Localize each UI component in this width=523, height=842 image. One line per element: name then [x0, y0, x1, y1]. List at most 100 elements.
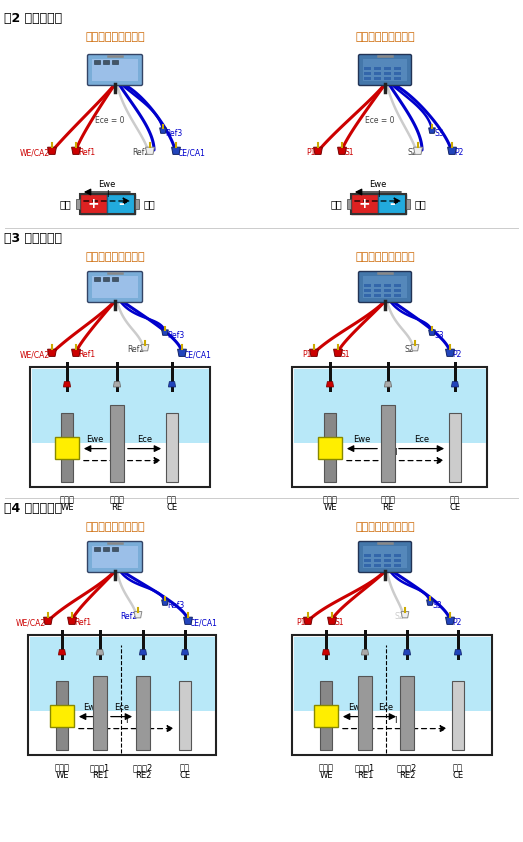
Bar [318, 437, 342, 460]
FancyBboxPatch shape [87, 541, 142, 573]
Bar [314, 706, 338, 727]
Bar [374, 72, 381, 75]
Bar [364, 72, 371, 75]
Text: RE2: RE2 [399, 771, 415, 780]
Bar [293, 369, 485, 443]
Polygon shape [43, 617, 52, 625]
Text: Ece: Ece [379, 702, 394, 711]
Text: 作用極: 作用極 [60, 495, 74, 504]
Text: Ewe: Ewe [354, 434, 371, 444]
Bar [65, 362, 69, 392]
Text: Ewe: Ewe [98, 180, 116, 189]
Text: 参照極2: 参照極2 [133, 763, 153, 772]
Text: RE1: RE1 [92, 771, 108, 780]
Text: S3: S3 [432, 601, 441, 610]
Polygon shape [327, 617, 336, 625]
Text: スタンダードモデル: スタンダードモデル [85, 32, 145, 42]
Text: Ewe: Ewe [86, 434, 104, 444]
Text: WE: WE [55, 771, 69, 780]
Bar [394, 294, 401, 297]
Bar [79, 194, 134, 214]
Text: Ref1: Ref1 [74, 618, 91, 627]
Text: S1: S1 [344, 148, 354, 157]
Text: Ref1: Ref1 [78, 350, 95, 359]
Text: P2: P2 [452, 618, 461, 627]
Text: 作用極: 作用極 [323, 495, 337, 504]
Bar [166, 413, 178, 482]
Bar [103, 60, 109, 64]
Polygon shape [178, 349, 186, 356]
Text: CE: CE [449, 503, 461, 512]
Polygon shape [446, 617, 454, 625]
Text: アドバンスドモデル: アドバンスドモデル [355, 522, 415, 532]
Bar [364, 77, 371, 80]
Bar [374, 77, 381, 80]
Bar [394, 559, 401, 562]
Text: 参照極1: 参照極1 [355, 763, 375, 772]
Bar [364, 559, 371, 562]
Bar [394, 554, 401, 557]
Bar [384, 289, 391, 292]
Polygon shape [145, 147, 154, 154]
Text: I: I [125, 716, 128, 725]
Polygon shape [401, 611, 409, 618]
Bar [384, 294, 391, 297]
Bar [384, 564, 391, 567]
Bar [364, 289, 371, 292]
Bar [350, 194, 378, 214]
Bar [29, 637, 214, 711]
Polygon shape [72, 147, 81, 154]
Bar [364, 284, 371, 287]
Polygon shape [454, 649, 462, 655]
Text: -: - [389, 197, 395, 211]
Text: WE: WE [323, 503, 337, 512]
Polygon shape [48, 349, 56, 356]
Text: Ref3: Ref3 [167, 331, 184, 340]
Bar [103, 547, 109, 551]
Bar [112, 277, 118, 281]
Polygon shape [310, 349, 319, 356]
Polygon shape [63, 381, 71, 387]
Bar [384, 284, 391, 287]
Bar [374, 554, 381, 557]
Bar [92, 546, 138, 568]
Text: +: + [358, 197, 370, 211]
Bar [93, 675, 107, 750]
Bar [394, 72, 401, 75]
Bar [324, 413, 336, 482]
Polygon shape [141, 344, 149, 351]
Text: P2: P2 [452, 350, 461, 359]
Bar [394, 564, 401, 567]
FancyBboxPatch shape [358, 55, 412, 86]
Text: P1: P1 [303, 350, 312, 359]
FancyBboxPatch shape [358, 271, 412, 302]
Text: RE: RE [111, 503, 122, 512]
Polygon shape [134, 611, 142, 618]
Bar [179, 680, 191, 750]
Bar [358, 675, 372, 750]
Bar [364, 67, 371, 70]
Bar [400, 675, 414, 750]
Text: I: I [106, 190, 108, 199]
Bar [30, 367, 210, 487]
Polygon shape [429, 330, 435, 335]
Text: WE/CA2: WE/CA2 [16, 618, 46, 627]
Bar [374, 559, 381, 562]
Bar [61, 413, 73, 482]
Text: P1: P1 [306, 148, 316, 157]
Bar [75, 199, 79, 209]
Text: 参照極: 参照極 [109, 495, 124, 504]
Bar [363, 276, 407, 298]
Text: WE: WE [60, 503, 74, 512]
Text: S3: S3 [434, 331, 444, 340]
Text: Ref3: Ref3 [165, 129, 182, 138]
Bar [386, 362, 390, 392]
Bar [347, 199, 350, 209]
Text: Ece: Ece [137, 434, 152, 444]
Bar [112, 60, 118, 64]
Text: Ref3: Ref3 [167, 601, 184, 610]
Polygon shape [338, 147, 346, 154]
Bar [142, 630, 144, 660]
Bar [384, 67, 391, 70]
Polygon shape [384, 381, 392, 387]
